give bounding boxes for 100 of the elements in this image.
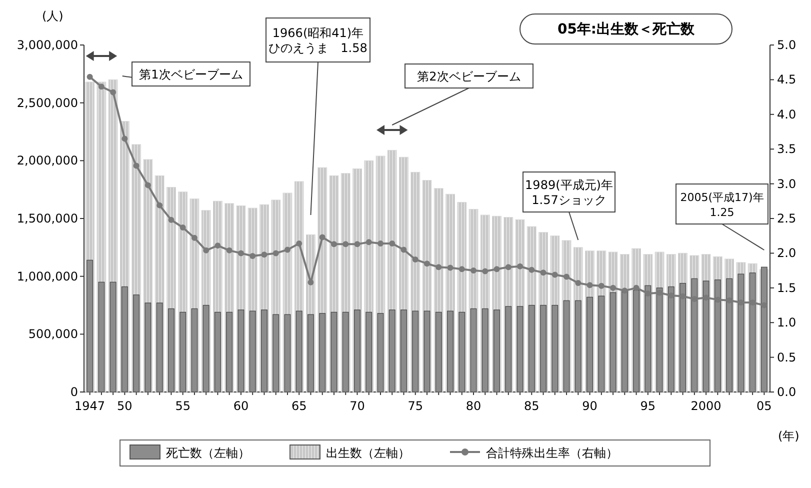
point [470,268,477,274]
point [226,247,232,254]
y-tick-label: 2,000,000 [16,154,78,168]
bar [226,312,233,392]
x-tick-label: 05 [756,399,772,413]
point [575,280,582,286]
point [633,284,640,291]
point [98,84,104,90]
y2-tick-label: 0.0 [777,385,796,399]
point [180,224,186,231]
x-tick-label: 55 [175,399,190,413]
y-tick-label: 3,000,000 [16,38,78,52]
point [144,182,151,188]
point [284,246,290,253]
y-axis-title: (人) [42,9,64,23]
bar [621,290,628,392]
bar [516,306,524,392]
bar [354,310,360,392]
text: 05年:出生数＜死亡数 [557,20,696,38]
bar [342,312,349,392]
x-tick-label: 65 [291,399,307,413]
bar [424,310,430,392]
bar [714,280,721,392]
point [296,240,302,246]
point [122,136,128,142]
bar [656,288,663,392]
point [552,272,558,278]
y-tick-label: 500,000 [28,327,78,342]
point [366,239,372,246]
point [738,299,744,306]
bar [86,260,94,392]
point [703,294,710,301]
y2-tick-label: 5.0 [777,38,796,52]
legend-label: 死亡数（左軸） [166,446,250,460]
point [133,162,140,169]
point [610,284,616,291]
bar [319,313,326,392]
point [319,234,326,240]
x-tick-label: 2000 [690,399,722,413]
bar [702,280,710,392]
point [156,202,163,208]
bar [388,310,396,392]
bar [261,310,268,392]
bar [563,300,570,392]
bar [610,292,616,392]
point [505,264,512,270]
y2-tick-label: 0.5 [777,350,796,364]
bar [366,312,372,392]
bar [214,312,221,392]
point [714,296,721,303]
bar [202,304,210,392]
point [389,240,396,246]
y-tick-label: 0 [70,385,78,399]
bar [633,290,640,392]
point [750,299,756,306]
point [564,274,570,280]
point [400,246,407,253]
x-tick-label: 1947 [74,399,106,413]
point [110,89,116,96]
y2-tick-label: 2.5 [777,212,796,226]
bar [760,266,768,392]
annotation: 第2次ベビーブーム [417,70,521,84]
point [424,260,430,267]
annotation: 1.25 [710,206,734,219]
point [598,282,604,289]
bar [144,302,152,392]
point [412,256,418,262]
point [656,290,663,296]
bar [238,310,244,392]
point [214,242,221,249]
bar [749,272,756,392]
annotation: 1989(平成元)年 [525,178,613,192]
bar [691,278,698,392]
annotation: 2005(平成17)年 [680,191,764,204]
point [761,302,768,308]
y2-tick-label: 1.0 [777,316,796,330]
bar [110,282,116,392]
bar [156,302,163,392]
bar [494,310,500,392]
point [458,266,465,272]
legend-label: 合計特殊出生率（右軸） [486,446,618,460]
bar [330,312,338,392]
bar [586,296,593,392]
bar [296,310,302,392]
annotation: 1.57ショック [532,193,606,207]
point [586,282,593,288]
bar [482,308,488,392]
point [726,297,732,304]
y2-tick-label: 1.5 [777,280,796,295]
bar [598,296,605,392]
bar [738,274,744,392]
bar [400,310,407,392]
y-tick-label: 1,000,000 [16,269,78,284]
y2-tick-label: 4.0 [777,107,796,122]
bar [180,312,186,392]
y2-tick-label: 3.0 [777,176,796,191]
bar [470,308,477,392]
bar [249,310,256,392]
point [644,290,651,296]
bar [668,286,674,392]
